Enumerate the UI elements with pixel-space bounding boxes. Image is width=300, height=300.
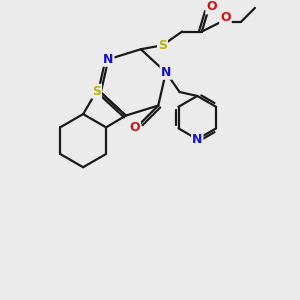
Text: N: N [192,133,202,146]
Text: N: N [103,53,113,66]
Text: O: O [206,0,217,14]
Text: S: S [158,39,167,52]
Text: N: N [160,66,171,79]
Text: O: O [220,11,231,24]
Text: S: S [92,85,101,98]
Text: O: O [129,121,140,134]
